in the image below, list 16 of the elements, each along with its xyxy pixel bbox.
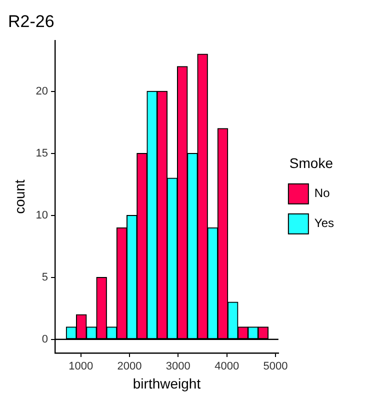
x-tick-label: 3000 [166, 360, 190, 373]
x-tick-label: 2000 [117, 360, 142, 373]
y-tick-label: 20 [36, 85, 48, 98]
y-tick-label: 15 [36, 147, 48, 160]
y-axis-title: count [11, 179, 28, 214]
legend-label: Yes [314, 216, 334, 230]
y-tick-label: 5 [42, 271, 48, 284]
x-tick-label: 4000 [214, 360, 240, 373]
y-tick-label: 10 [36, 209, 48, 222]
x-axis-title: birthweight [132, 375, 201, 392]
y-tick-label: 0 [42, 333, 48, 346]
x-tick-label: 1000 [68, 360, 94, 373]
legend-title: Smoke [289, 154, 334, 171]
x-tick-label: 5000 [263, 360, 288, 373]
legend-label: No [314, 186, 330, 200]
chart-title: R2-26 [8, 12, 54, 31]
